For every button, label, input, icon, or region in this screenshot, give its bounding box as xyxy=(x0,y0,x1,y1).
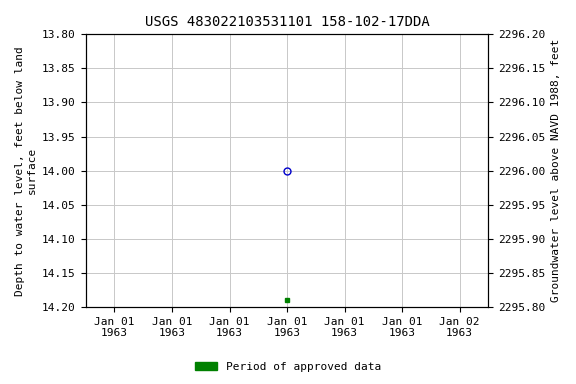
Title: USGS 483022103531101 158-102-17DDA: USGS 483022103531101 158-102-17DDA xyxy=(145,15,430,29)
Y-axis label: Depth to water level, feet below land
surface: Depth to water level, feet below land su… xyxy=(15,46,37,296)
Legend: Period of approved data: Period of approved data xyxy=(191,358,385,377)
Y-axis label: Groundwater level above NAVD 1988, feet: Groundwater level above NAVD 1988, feet xyxy=(551,39,561,302)
